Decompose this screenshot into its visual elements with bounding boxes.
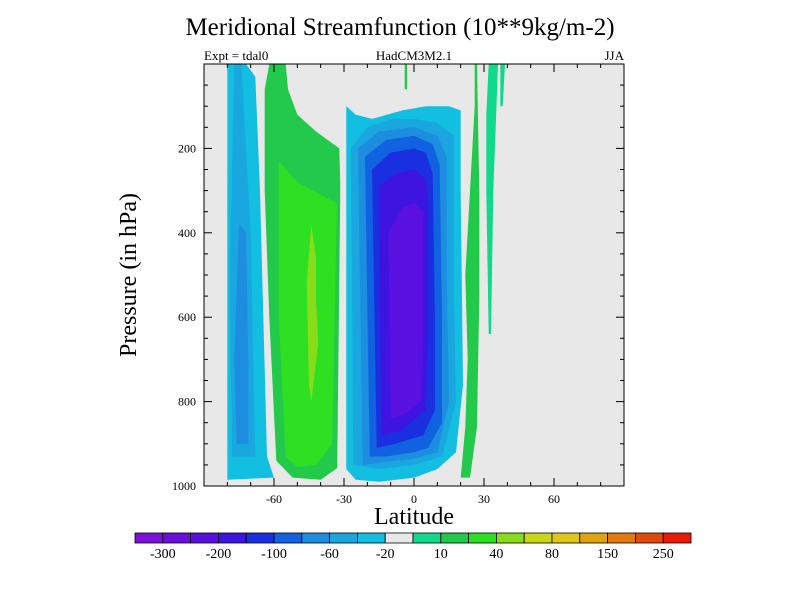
experiment-label: Expt = tdal0 <box>204 48 269 63</box>
colorbar-swatch <box>468 532 497 544</box>
x-tick-label: -30 <box>336 492 352 506</box>
colorbar-swatch <box>273 532 303 544</box>
contour-region <box>234 224 249 444</box>
colorbar-swatch <box>134 532 164 544</box>
y-tick-label: 200 <box>178 141 196 155</box>
x-axis-title: Latitude <box>374 504 454 530</box>
colorbar-label: -100 <box>261 547 287 562</box>
colorbar-swatch <box>412 532 442 544</box>
colorbar-label: 40 <box>489 547 503 562</box>
x-tick-label: 30 <box>478 492 490 506</box>
colorbar-label: -60 <box>320 547 339 562</box>
colorbar-label: -20 <box>376 547 395 562</box>
colorbar-label: 10 <box>434 547 448 562</box>
colorbar-swatch <box>635 532 664 544</box>
colorbar-swatch <box>607 532 636 544</box>
contour-region <box>306 224 319 402</box>
x-tick-label: 60 <box>548 492 560 506</box>
colorbar-swatch <box>551 532 581 544</box>
model-label: HadCM3M2.1 <box>375 48 453 63</box>
contour-region <box>500 64 505 107</box>
colorbar-swatch <box>523 532 553 544</box>
y-tick-label: 600 <box>178 310 196 324</box>
colorbar-swatch <box>579 532 608 544</box>
colorbar-swatch <box>162 532 192 544</box>
axis-ticks: -60 -30 0 30 60 200 400 600 800 1000 <box>172 64 624 506</box>
y-tick-label: 1000 <box>172 479 196 493</box>
x-tick-label: 0 <box>411 492 417 506</box>
contour-region <box>460 64 480 478</box>
colorbar-label: 80 <box>545 547 559 562</box>
colorbar-swatch <box>217 532 247 544</box>
colorbar: -300 -200 -100 -60 -20 10 40 80 150 250 <box>134 532 692 562</box>
contour-region <box>404 64 407 90</box>
contour-regions <box>227 64 505 486</box>
colorbar-swatch <box>495 532 525 544</box>
colorbar-swatch <box>662 532 692 544</box>
colorbar-swatch <box>440 532 469 544</box>
colorbar-label: 150 <box>597 547 618 562</box>
contour-region <box>388 203 424 419</box>
colorbar-swatch <box>301 532 330 544</box>
season-label: JJA <box>604 48 624 63</box>
colorbar-swatch <box>356 532 386 544</box>
colorbar-label: -300 <box>150 547 176 562</box>
colorbar-swatch <box>190 532 219 544</box>
y-tick-label: 400 <box>178 226 196 240</box>
colorbar-swatch <box>329 532 358 544</box>
colorbar-label: 250 <box>653 547 674 562</box>
y-axis-title: Pressure (in hPa) <box>116 193 142 357</box>
colorbar-swatch <box>245 532 275 544</box>
x-tick-label: -60 <box>266 492 282 506</box>
colorbar-label: -200 <box>206 547 232 562</box>
contour-region <box>486 64 498 335</box>
colorbar-swatch <box>384 532 414 544</box>
y-tick-label: 800 <box>178 395 196 409</box>
chart-title: Meridional Streamfunction (10**9kg/m-2) <box>185 14 615 41</box>
